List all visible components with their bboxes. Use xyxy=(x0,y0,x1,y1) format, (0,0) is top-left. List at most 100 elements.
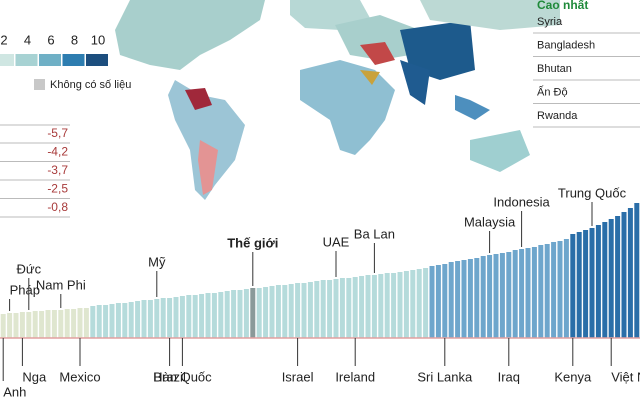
bar xyxy=(506,252,512,338)
list-item: Rwanda xyxy=(537,110,578,122)
bar xyxy=(13,313,19,338)
list-item: Bhutan xyxy=(537,63,572,75)
legend-swatch xyxy=(62,54,85,66)
bar xyxy=(576,232,582,338)
bar xyxy=(333,279,339,338)
legend-tick: 8 xyxy=(71,32,78,47)
bar xyxy=(615,216,621,338)
legend: 2 4 6 8 10 Không có số liệu xyxy=(0,32,131,91)
bar xyxy=(135,301,141,338)
bar xyxy=(224,291,230,338)
southeast-asia xyxy=(455,95,490,120)
yemen xyxy=(360,70,380,85)
bar xyxy=(499,253,505,338)
bar xyxy=(26,312,32,338)
bar xyxy=(378,274,384,338)
bar xyxy=(141,300,147,338)
bar-label: Trung Quốc xyxy=(558,185,627,200)
bar xyxy=(359,276,365,338)
bar xyxy=(77,308,83,338)
bar xyxy=(435,265,441,338)
bar xyxy=(365,275,371,338)
x-label: Brazil xyxy=(153,369,186,384)
bar xyxy=(307,282,313,338)
africa xyxy=(300,60,395,155)
bar xyxy=(563,239,569,338)
legend-swatch xyxy=(86,54,108,66)
legend-tick: 6 xyxy=(47,32,54,47)
bar-label: Nam Phi xyxy=(36,277,86,292)
bar xyxy=(423,268,429,338)
legend-tick: 10 xyxy=(91,32,105,47)
right-list: Cao nhất Syria Bangladesh Bhutan Ấn Độ Rwand… xyxy=(533,0,640,128)
bar xyxy=(263,287,269,338)
bar xyxy=(295,283,301,338)
table-value: -3,7 xyxy=(47,163,68,177)
bar xyxy=(186,295,192,338)
bar-label: Thế giới xyxy=(227,235,278,250)
bar xyxy=(173,297,179,338)
x-label: Việt Nam xyxy=(611,369,640,384)
bar xyxy=(327,280,333,338)
table-value: -0,8 xyxy=(47,200,68,214)
bar xyxy=(583,230,589,338)
argentina xyxy=(198,140,218,195)
legend-swatch xyxy=(15,54,38,66)
russia xyxy=(420,0,560,30)
bar xyxy=(480,256,486,338)
bar xyxy=(109,304,115,338)
bar-label: Indonesia xyxy=(493,194,550,209)
table-value: -4,2 xyxy=(47,145,68,159)
bar xyxy=(147,300,153,338)
bar xyxy=(595,225,601,338)
venezuela xyxy=(185,88,212,110)
india xyxy=(400,60,430,105)
bar xyxy=(352,277,358,338)
x-label: Anh xyxy=(3,384,26,399)
bar xyxy=(416,269,422,338)
list-item: Syria xyxy=(537,16,563,28)
bar xyxy=(589,228,595,338)
bar xyxy=(570,234,576,338)
bar xyxy=(551,242,557,338)
bar xyxy=(634,203,640,338)
bar xyxy=(314,281,320,338)
world-map xyxy=(115,0,560,200)
bar xyxy=(512,250,518,338)
left-table: -5,7 -4,2 -3,7 -2,5 -0,8 xyxy=(0,124,70,218)
no-data-swatch xyxy=(34,79,45,90)
bar xyxy=(237,290,243,338)
bar xyxy=(115,303,121,338)
bar xyxy=(339,278,345,338)
bar xyxy=(538,245,544,338)
bar xyxy=(96,305,102,338)
bar xyxy=(211,293,217,338)
table-value: -5,7 xyxy=(47,126,68,140)
x-label: Kenya xyxy=(554,369,592,384)
bar xyxy=(199,294,205,338)
bar xyxy=(192,295,198,338)
australia xyxy=(470,130,530,172)
bar xyxy=(269,286,275,338)
bar xyxy=(391,273,397,338)
bar xyxy=(231,290,237,338)
legend-tick: 2 xyxy=(0,32,7,47)
bar xyxy=(487,255,493,338)
bar xyxy=(179,296,185,338)
bar xyxy=(627,208,633,338)
x-label: Israel xyxy=(282,369,314,384)
bar xyxy=(122,303,128,338)
bar xyxy=(154,299,160,338)
bar xyxy=(90,306,96,338)
bar xyxy=(301,283,307,338)
table-value: -2,5 xyxy=(47,182,68,196)
bar xyxy=(218,292,224,338)
bar xyxy=(167,298,173,338)
x-label: Sri Lanka xyxy=(417,369,473,384)
bar-label: Mỹ xyxy=(148,254,166,269)
bar xyxy=(602,222,608,338)
bar xyxy=(557,241,563,338)
list-item: Bangladesh xyxy=(537,39,595,51)
